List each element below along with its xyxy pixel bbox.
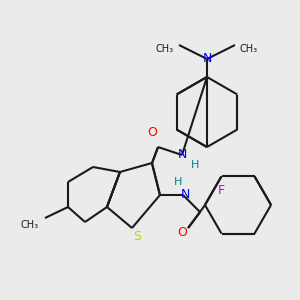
Text: S: S (133, 230, 141, 242)
Text: N: N (180, 188, 190, 202)
Text: N: N (177, 148, 187, 161)
Text: CH₃: CH₃ (21, 220, 39, 230)
Text: CH₃: CH₃ (156, 44, 174, 54)
Text: F: F (218, 184, 225, 197)
Text: O: O (177, 226, 187, 239)
Text: CH₃: CH₃ (240, 44, 258, 54)
Text: H: H (191, 160, 199, 170)
Text: H: H (174, 177, 182, 187)
Text: N: N (202, 52, 212, 65)
Text: O: O (147, 127, 157, 140)
